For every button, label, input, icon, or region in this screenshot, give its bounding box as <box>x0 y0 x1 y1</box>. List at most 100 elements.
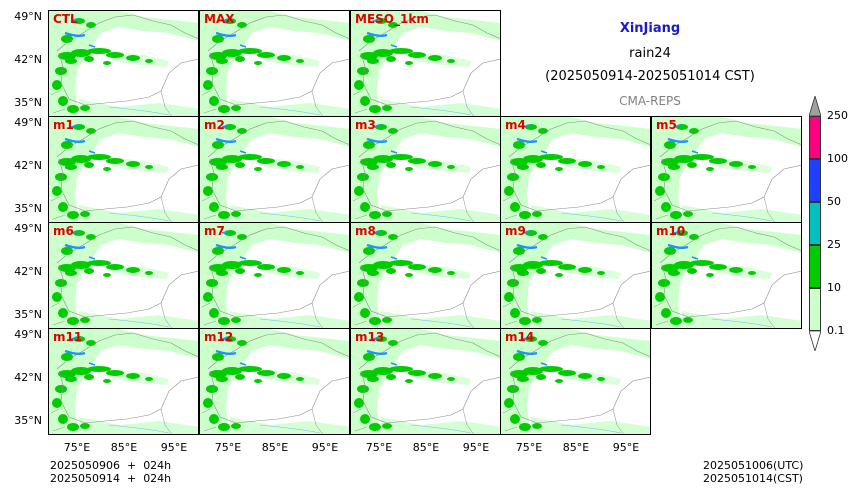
rain-cell <box>388 340 398 346</box>
rain-cell <box>235 56 245 62</box>
lake-balkhash <box>215 243 237 250</box>
light-rain-area <box>230 99 349 116</box>
map-canvas <box>351 223 500 328</box>
light-rain-area <box>351 117 500 222</box>
rain-cell <box>231 317 241 323</box>
rain-cell <box>55 385 67 393</box>
rain-cell <box>513 141 525 149</box>
light-rain-area <box>79 205 198 222</box>
rain-cell <box>237 128 247 134</box>
rain-cell <box>408 264 426 270</box>
border-line <box>201 408 217 432</box>
panel-label: m1 <box>53 118 74 132</box>
border-line <box>653 196 669 220</box>
rain-cell <box>103 167 111 171</box>
border-line <box>311 90 323 116</box>
border-line <box>360 264 500 318</box>
rain-cell <box>73 124 85 130</box>
rain-cell <box>296 377 304 381</box>
light-rain-area <box>381 205 500 222</box>
longitude-tick-label: 75°E <box>63 441 91 454</box>
latitude-tick-label: 49°N <box>14 222 42 235</box>
border-line <box>360 52 500 106</box>
rain-cell <box>145 59 153 63</box>
colorbar-segment <box>809 159 821 202</box>
border-line <box>510 158 650 212</box>
map-canvas <box>200 223 349 328</box>
longitude-tick-label: 85°E <box>412 441 440 454</box>
rain-cell <box>363 35 375 43</box>
lake <box>221 18 247 48</box>
light-rain-area <box>230 205 349 222</box>
rain-cell <box>367 376 379 382</box>
river <box>108 318 170 328</box>
lake <box>70 336 96 366</box>
map-panel: m1 <box>48 116 199 223</box>
rain-cell <box>510 202 520 212</box>
light-rain-area <box>381 99 500 116</box>
latitude-tick-label: 35°N <box>14 308 42 321</box>
panel-label: m5 <box>656 118 677 132</box>
footer-valid-times: 2025051006(UTC) 2025051014(CST) <box>703 459 804 485</box>
rain-cell <box>709 264 727 270</box>
lake <box>221 230 247 260</box>
lake-balkhash <box>64 243 86 250</box>
rain-cell <box>52 398 62 408</box>
light-rain-area <box>531 205 650 222</box>
map-canvas <box>501 329 650 434</box>
light-rain-area <box>652 117 801 222</box>
rain-cell <box>103 61 111 65</box>
rain-cell <box>428 373 442 379</box>
rain-cell <box>386 268 396 274</box>
rain-cell <box>80 211 90 217</box>
lake-balkhash <box>366 349 388 356</box>
moderate-rain-cells <box>354 230 455 325</box>
rain-cell <box>106 158 124 164</box>
rain-cell <box>106 370 124 376</box>
border-line <box>352 196 368 220</box>
rain-cell <box>296 59 304 63</box>
title-variable: rain24 <box>629 46 671 61</box>
map-panel: m3 <box>350 116 501 223</box>
border-line <box>462 408 474 434</box>
lake-balkhash <box>64 137 86 144</box>
rain-cell <box>536 374 546 380</box>
rain-cell <box>277 55 291 61</box>
map-canvas <box>351 11 500 116</box>
rain-cell <box>277 373 291 379</box>
border-line <box>311 302 323 328</box>
rain-cell <box>209 308 219 318</box>
light-rain-area <box>682 205 801 222</box>
border-line <box>352 90 368 114</box>
rain-cell <box>748 165 756 169</box>
lake-balkhash <box>64 31 86 38</box>
rain-cell <box>106 264 124 270</box>
rain-cell <box>507 173 519 181</box>
map-panel: m2 <box>199 116 350 223</box>
lake-balkhash <box>215 31 237 38</box>
colorbar-segment <box>809 288 821 331</box>
border-line <box>352 408 368 432</box>
rain-cell <box>558 264 576 270</box>
moderate-rain-cells <box>52 230 153 325</box>
latitude-tick-label: 42°N <box>14 53 42 66</box>
rain-cell <box>360 202 370 212</box>
border-line <box>763 196 775 222</box>
border-line <box>160 196 172 222</box>
rain-cell <box>71 367 91 375</box>
rain-cell <box>706 273 714 277</box>
latitude-tick-label: 42°N <box>14 159 42 172</box>
rain-cell <box>558 158 576 164</box>
map-panel: m11 <box>48 328 199 435</box>
rain-cell <box>405 379 413 383</box>
rain-cell <box>539 366 563 372</box>
rain-cell <box>238 366 262 372</box>
rain-cell <box>231 105 241 111</box>
rain-cell <box>61 353 73 361</box>
longitude-tick-label: 95°E <box>612 441 640 454</box>
map-panel: m5 <box>651 116 802 223</box>
rain-cell <box>61 141 73 149</box>
border-line <box>160 302 172 328</box>
lake-balkhash <box>215 349 237 356</box>
latitude-tick-label: 49°N <box>14 328 42 341</box>
